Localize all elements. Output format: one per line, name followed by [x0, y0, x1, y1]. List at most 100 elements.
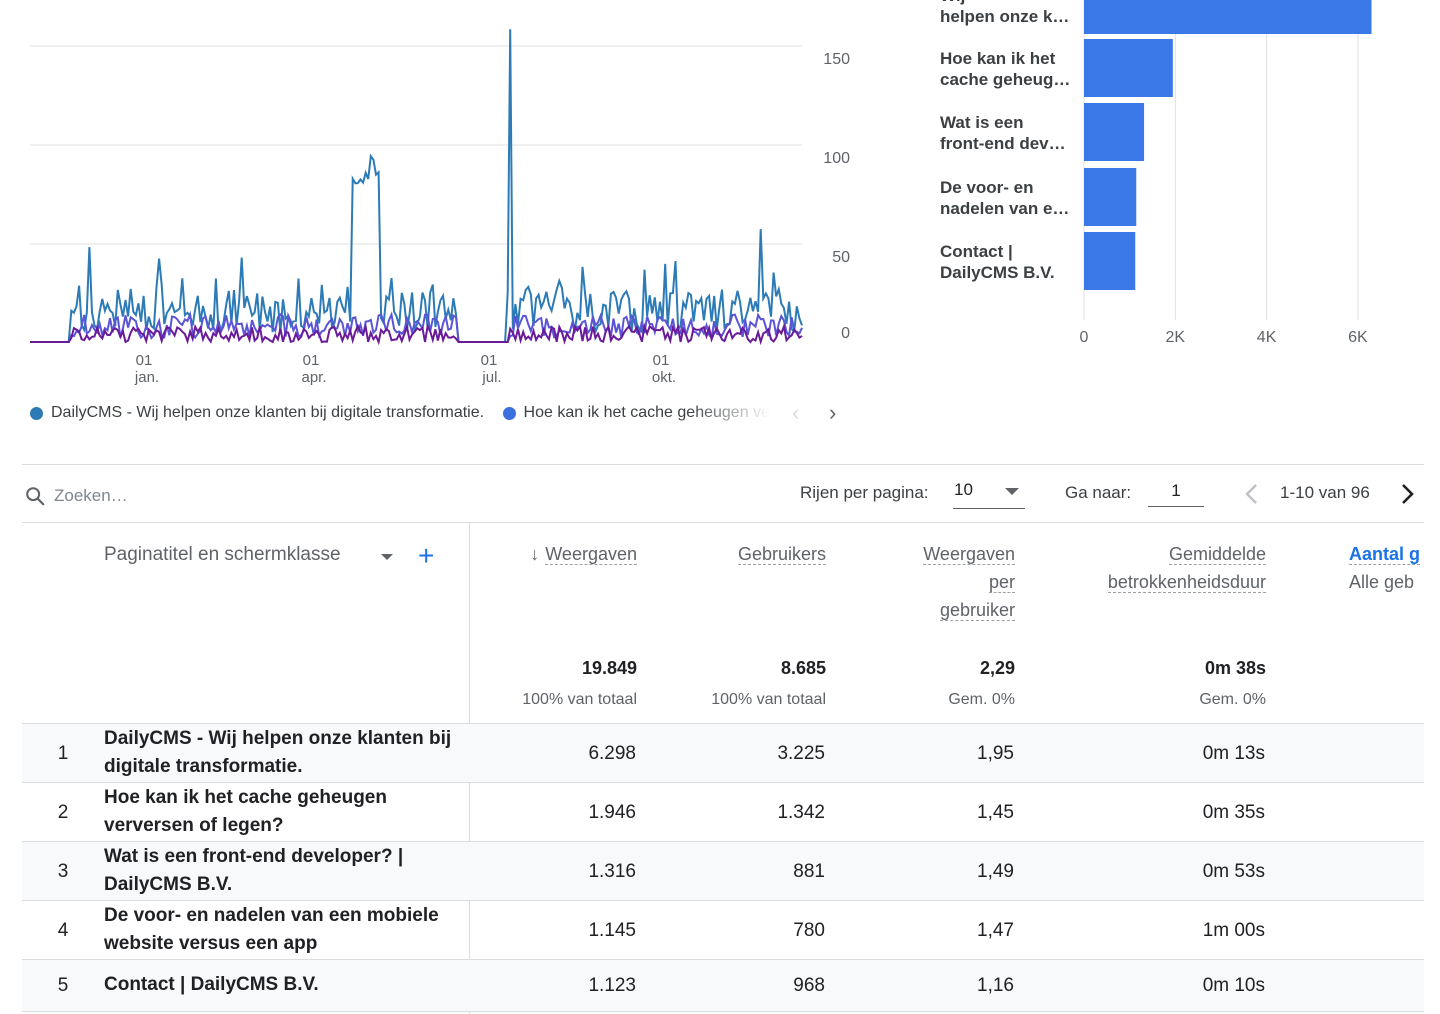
x-tick-label: 0 — [1080, 329, 1089, 346]
table-row[interactable]: 5 Contact | DailyCMS B.V. 1.123 968 1,16… — [22, 960, 1424, 1012]
row-title[interactable]: Hoe kan ik het cache geheugen verversen … — [104, 787, 387, 836]
add-dimension-icon[interactable]: + — [418, 540, 435, 571]
row-number: 2 — [57, 802, 69, 823]
series-line-1 — [30, 29, 803, 343]
legend-prev-icon[interactable]: ‹ — [792, 400, 800, 425]
x-tick-day: 01 — [303, 352, 320, 369]
chevron-down-icon — [1005, 488, 1019, 495]
goto-page-input[interactable] — [1148, 476, 1204, 507]
bar-category-label: front-end dev… — [940, 134, 1066, 153]
total-views-per-user-avg: Gem. 0% — [948, 691, 1015, 708]
row-users: 1.342 — [777, 802, 825, 823]
row-title[interactable]: Contact | DailyCMS B.V. — [104, 974, 319, 995]
bar-category-label: Contact | — [940, 242, 1013, 261]
table-row[interactable]: 2 Hoe kan ik het cache geheugen ververse… — [22, 783, 1424, 842]
row-engagement-time: 0m 35s — [1202, 802, 1265, 823]
y-tick-label: 150 — [823, 51, 850, 68]
legend-item-1[interactable]: DailyCMS - Wij helpen onze klanten bij d… — [30, 404, 484, 422]
search-input[interactable] — [52, 480, 356, 512]
y-tick-label: 50 — [832, 249, 850, 266]
bar-chart: 0 2K 4K 6K Wij helpen onze k… Hoe kan ik het ca… — [940, 0, 1372, 346]
row-engagement-time: 0m 53s — [1202, 861, 1265, 882]
total-views-per-user: 2,29 — [979, 658, 1015, 678]
goto-label: Ga naar: — [1065, 483, 1132, 502]
legend-fade — [690, 404, 770, 428]
x-tick-label: 4K — [1257, 329, 1277, 346]
column-header-engagement-time[interactable]: Gemiddelde betrokkenheidsduur — [1107, 540, 1266, 596]
row-number: 3 — [57, 861, 69, 882]
column-header-views[interactable]: ↓ Weergaven — [530, 540, 637, 568]
row-views: 1.145 — [588, 920, 636, 941]
bar-category-label: Wij — [940, 0, 965, 5]
divider — [22, 723, 1424, 724]
legend-next-icon[interactable]: › — [829, 400, 837, 425]
row-number: 1 — [57, 743, 69, 764]
bar-category-label: nadelen van e… — [940, 199, 1069, 218]
row-views-per-user: 1,45 — [977, 802, 1014, 823]
total-engagement-time: 0m 38s — [1204, 658, 1266, 678]
column-header-label: gebruiker — [939, 600, 1015, 621]
x-tick-day: 01 — [653, 352, 670, 369]
rows-per-page-select[interactable]: 10 — [953, 476, 1025, 509]
dimension-header[interactable]: Paginatitel en schermklasse — [104, 544, 341, 565]
row-views: 1.316 — [588, 861, 636, 882]
pagination-range: 1-10 van 96 — [1280, 483, 1370, 502]
bar[interactable] — [1084, 168, 1137, 226]
total-engagement-time-avg: Gem. 0% — [1199, 691, 1266, 708]
table-row[interactable]: 1 DailyCMS - Wij helpen onze klanten bij… — [22, 724, 1424, 783]
next-page-icon[interactable] — [1394, 478, 1422, 510]
row-views-per-user: 1,16 — [977, 975, 1014, 996]
legend-label-1: DailyCMS - Wij helpen onze klanten bij d… — [51, 404, 485, 421]
column-header-label: betrokkenheidsduur — [1107, 572, 1266, 593]
column-header-subtitle: Alle geb — [1349, 572, 1415, 592]
x-tick-month: jul. — [481, 369, 501, 386]
x-tick-day: 01 — [136, 352, 153, 369]
x-tick-label: 6K — [1348, 329, 1368, 346]
total-users-share: 100% van totaal — [711, 691, 826, 708]
y-tick-label: 0 — [841, 325, 850, 342]
bar[interactable] — [1084, 103, 1145, 161]
column-header-event-count[interactable]: Aantal g Alle geb — [1349, 540, 1424, 596]
bar[interactable] — [1084, 232, 1136, 290]
x-tick-label: 2K — [1166, 329, 1186, 346]
previous-page-icon[interactable] — [1238, 478, 1266, 510]
search-icon[interactable] — [24, 485, 46, 507]
bar-category-label: helpen onze k… — [940, 7, 1069, 26]
row-engagement-time: 1m 00s — [1202, 920, 1265, 941]
table-row[interactable]: 4 De voor- en nadelen van een mobiele we… — [22, 901, 1424, 960]
row-number: 5 — [57, 975, 69, 996]
x-tick-month: okt. — [652, 369, 676, 386]
column-header-views-per-user[interactable]: Weergaven per gebruiker — [923, 540, 1015, 624]
row-users: 881 — [793, 861, 825, 882]
row-views: 1.946 — [588, 802, 636, 823]
bar[interactable] — [1084, 39, 1173, 97]
bar[interactable] — [1084, 0, 1372, 34]
column-header-label: Gemiddelde — [1168, 544, 1266, 565]
row-engagement-time: 0m 10s — [1202, 975, 1265, 996]
divider — [22, 464, 1424, 465]
column-header-label: per — [988, 572, 1015, 593]
series-line-2 — [30, 310, 803, 343]
bar-category-label: De voor- en — [940, 178, 1034, 197]
rows-per-page-label: Rijen per pagina: — [800, 483, 929, 502]
row-users: 3.225 — [777, 743, 825, 764]
legend-dot-1 — [30, 406, 43, 420]
total-users: 8.685 — [780, 658, 826, 678]
column-header-users[interactable]: Gebruikers — [737, 540, 826, 568]
chevron-down-icon[interactable] — [381, 554, 393, 560]
row-title[interactable]: De voor- en nadelen van een mobiele webs… — [104, 905, 439, 954]
row-number: 4 — [57, 920, 69, 941]
x-tick-day: 01 — [481, 352, 498, 369]
column-header-label: Weergaven — [545, 544, 637, 565]
row-views: 6.298 — [588, 743, 636, 764]
row-title[interactable]: DailyCMS - Wij helpen onze klanten bij d… — [104, 728, 452, 777]
row-views-per-user: 1,49 — [977, 861, 1014, 882]
bar-category-label: Wat is een — [940, 113, 1023, 132]
row-views-per-user: 1,47 — [977, 920, 1014, 941]
column-header-label: Weergaven — [923, 544, 1015, 565]
table-row[interactable]: 3 Wat is een front-end developer? | Dail… — [22, 842, 1424, 901]
line-chart-legend: DailyCMS - Wij helpen onze klanten bij d… — [30, 404, 770, 428]
row-users: 780 — [793, 920, 825, 941]
row-title[interactable]: Wat is een front-end developer? | DailyC… — [104, 846, 404, 895]
